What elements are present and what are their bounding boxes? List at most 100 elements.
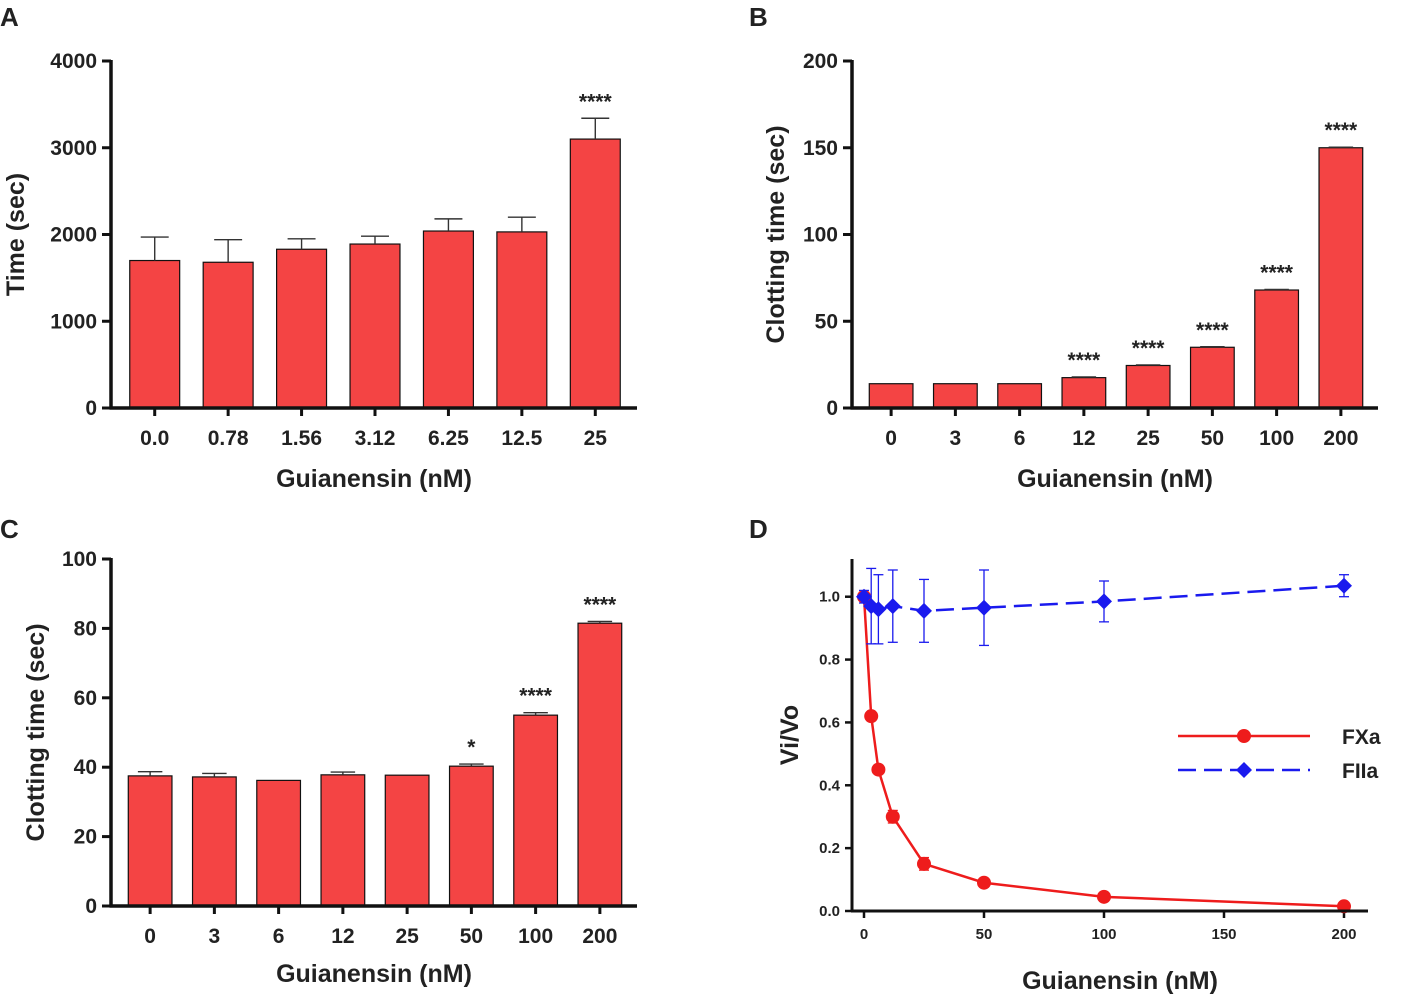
bar bbox=[496, 231, 548, 409]
x-tick-label: 100 bbox=[518, 925, 553, 948]
data-point bbox=[1336, 577, 1352, 594]
x-tick-label: 6 bbox=[1014, 427, 1026, 450]
panel-c: C 0 20 40 60 80 100 0 3 6 12 25 * 50 **** 100 **** 200 Gui… bbox=[0, 514, 637, 988]
x-tick-label: 50 bbox=[460, 925, 483, 948]
bar bbox=[868, 383, 914, 409]
bar bbox=[384, 774, 430, 907]
x-tick-label: 100 bbox=[1259, 427, 1294, 450]
y-tick-label: 0.4 bbox=[819, 777, 841, 794]
y-tick-label: 3000 bbox=[50, 137, 97, 160]
y-tick-label: 2000 bbox=[50, 224, 97, 247]
y-axis-label: Clotting time (sec) bbox=[22, 623, 50, 841]
data-point bbox=[916, 602, 932, 619]
x-tick-label: 200 bbox=[1323, 427, 1358, 450]
y-tick-label: 20 bbox=[74, 826, 97, 849]
y-tick-label: 0 bbox=[85, 397, 97, 420]
x-tick-label: 0 bbox=[885, 427, 897, 450]
significance-label: **** bbox=[519, 685, 553, 708]
bar bbox=[256, 779, 302, 907]
significance-label: **** bbox=[1260, 261, 1294, 284]
x-axis-label: Guianensin (nM) bbox=[276, 960, 472, 988]
panel-letter: D bbox=[749, 514, 768, 544]
x-tick-label: 0.0 bbox=[140, 427, 169, 450]
panel-d: D 0.0 0.2 0.4 0.6 0.8 1.0 0 50 100 150 200 FXa FIIa Gu… bbox=[749, 514, 1381, 995]
bar bbox=[1254, 289, 1300, 409]
data-point bbox=[864, 709, 879, 724]
panel-a: A 0 1000 2000 3000 4000 0.0 0.78 1.56 3.12 6.25 12.… bbox=[0, 2, 637, 493]
bar bbox=[1189, 346, 1235, 409]
y-axis-label: Time (sec) bbox=[2, 173, 30, 296]
x-tick-label: 12 bbox=[331, 925, 354, 948]
bar bbox=[1318, 147, 1364, 409]
y-axis-label: Clotting time (sec) bbox=[762, 125, 790, 343]
significance-label: **** bbox=[579, 90, 613, 113]
y-tick-label: 60 bbox=[74, 687, 97, 710]
bar bbox=[1125, 364, 1171, 409]
bar bbox=[191, 776, 237, 907]
x-tick-label: 25 bbox=[395, 925, 419, 948]
bar bbox=[448, 765, 494, 907]
y-tick-label: 1.0 bbox=[819, 589, 840, 606]
data-point bbox=[870, 601, 887, 618]
y-tick-label: 50 bbox=[815, 310, 838, 333]
y-tick-label: 0.6 bbox=[819, 714, 840, 731]
x-tick-label: 6 bbox=[273, 925, 285, 948]
bar bbox=[320, 774, 366, 907]
bar bbox=[276, 248, 328, 409]
x-tick-label: 150 bbox=[1211, 926, 1236, 943]
y-tick-label: 1000 bbox=[50, 310, 97, 333]
y-tick-label: 0 bbox=[85, 895, 97, 918]
x-axis-label: Guianensin (nM) bbox=[276, 465, 472, 493]
bar bbox=[513, 714, 559, 907]
data-point bbox=[976, 599, 992, 616]
bar bbox=[127, 775, 173, 907]
x-tick-label: 3 bbox=[950, 427, 962, 450]
legend-marker bbox=[1236, 762, 1252, 778]
x-tick-label: 0.78 bbox=[208, 427, 249, 450]
x-tick-label: 50 bbox=[1201, 427, 1224, 450]
panel-letter: B bbox=[749, 2, 768, 32]
significance-label: **** bbox=[1068, 349, 1102, 372]
bar bbox=[569, 138, 621, 409]
x-tick-label: 0 bbox=[144, 925, 156, 948]
y-tick-label: 100 bbox=[62, 548, 97, 571]
significance-label: **** bbox=[584, 593, 618, 616]
y-tick-label: 100 bbox=[803, 224, 838, 247]
x-tick-label: 200 bbox=[1331, 926, 1356, 943]
data-point bbox=[856, 588, 872, 605]
x-tick-label: 1.56 bbox=[281, 427, 322, 450]
data-point bbox=[1096, 593, 1112, 610]
y-axis-label: Vi/Vo bbox=[776, 705, 804, 765]
x-axis-label: Guianensin (nM) bbox=[1017, 465, 1213, 493]
panel-letter: A bbox=[0, 2, 19, 32]
significance-label: **** bbox=[1132, 337, 1166, 360]
y-tick-label: 150 bbox=[803, 137, 838, 160]
bar bbox=[997, 383, 1043, 409]
x-tick-label: 25 bbox=[584, 427, 608, 450]
y-tick-label: 80 bbox=[74, 617, 97, 640]
bar bbox=[577, 622, 623, 907]
x-axis-label: Guianensin (nM) bbox=[1022, 967, 1218, 995]
bar bbox=[202, 261, 254, 409]
x-tick-label: 3.12 bbox=[355, 427, 396, 450]
x-tick-label: 100 bbox=[1091, 926, 1116, 943]
x-tick-label: 12.5 bbox=[501, 427, 542, 450]
y-tick-label: 0.2 bbox=[819, 840, 840, 857]
y-tick-label: 4000 bbox=[50, 50, 97, 73]
legend-label: FXa bbox=[1342, 726, 1381, 749]
bar bbox=[932, 383, 978, 409]
series-line-fxa bbox=[862, 596, 1345, 908]
x-tick-label: 200 bbox=[582, 925, 617, 948]
data-point bbox=[917, 856, 931, 871]
x-tick-label: 0 bbox=[860, 926, 868, 943]
significance-label: **** bbox=[1196, 319, 1230, 342]
data-point bbox=[871, 762, 886, 777]
bar bbox=[1061, 377, 1107, 409]
y-tick-label: 0.0 bbox=[819, 903, 840, 920]
bar bbox=[349, 243, 401, 409]
x-tick-label: 3 bbox=[209, 925, 221, 948]
data-point bbox=[884, 598, 901, 615]
significance-label: * bbox=[467, 736, 476, 759]
data-point bbox=[1097, 889, 1111, 904]
